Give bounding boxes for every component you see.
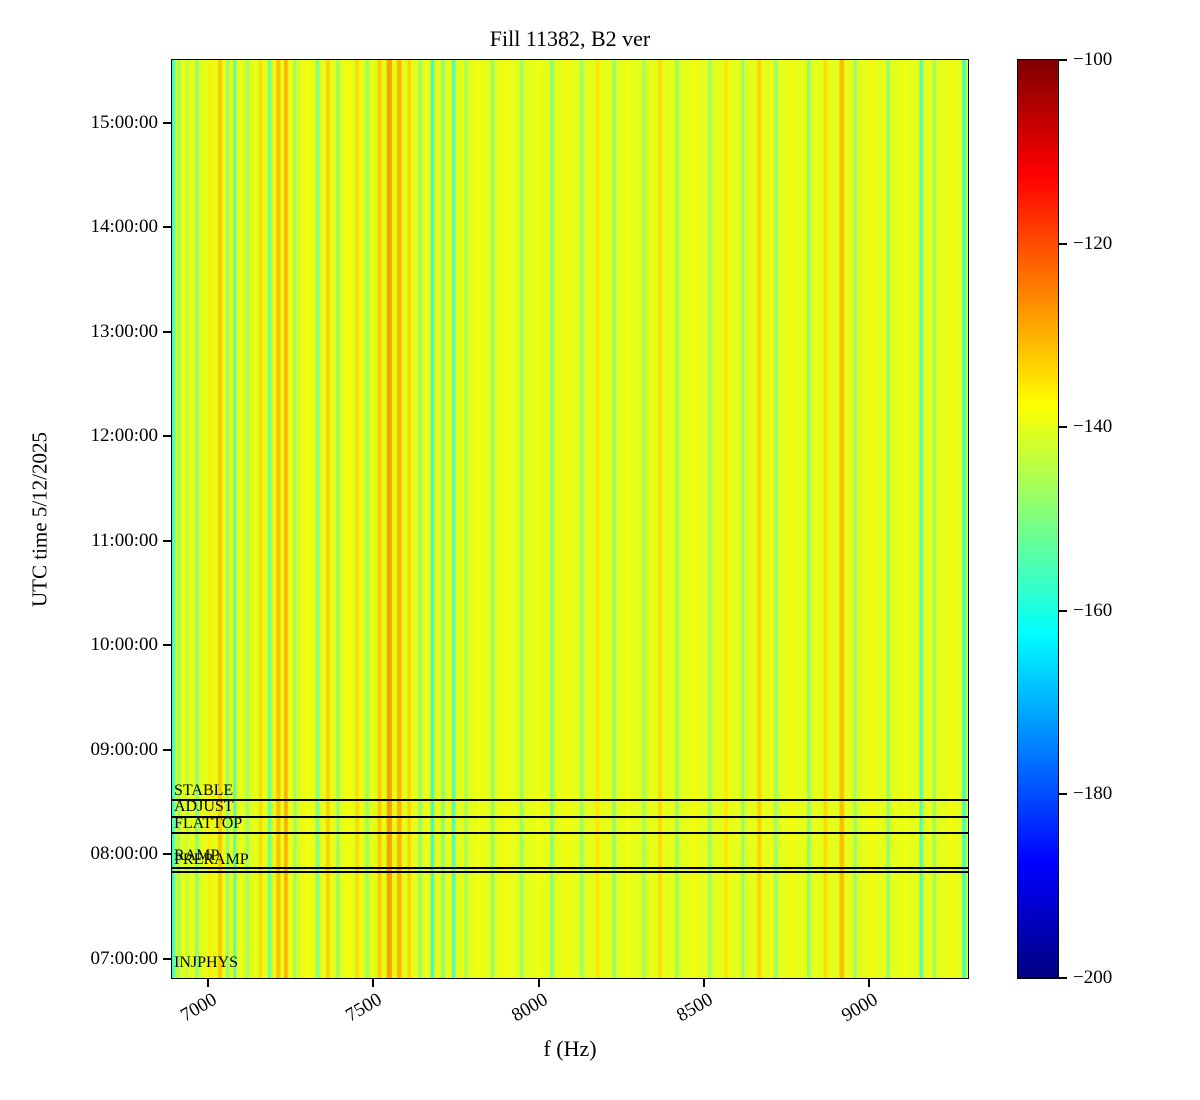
colorbar-tick-label: −180 [1073, 783, 1113, 805]
x-tick-mark [207, 979, 210, 987]
colorbar-tick-mark [1059, 793, 1067, 796]
colorbar-tick-mark [1059, 59, 1067, 61]
beam-mode-line [172, 832, 968, 835]
x-tick-mark [537, 979, 540, 987]
colorbar-tick-mark [1059, 426, 1067, 429]
beam-mode-line [172, 866, 968, 869]
colorbar-gradient [1018, 60, 1058, 978]
y-tick-label: 15:00:00 [90, 111, 158, 133]
y-tick-mark [163, 957, 171, 960]
beam-mode-label: STABLE [174, 781, 234, 799]
beam-mode-line [172, 815, 968, 818]
y-tick-label: 08:00:00 [90, 843, 158, 865]
x-axis-label: f (Hz) [543, 1036, 597, 1061]
y-tick-label: 14:00:00 [90, 216, 158, 238]
colorbar-tick-label: −100 [1073, 49, 1113, 70]
chart-title: Fill 11382, B2 ver [489, 26, 651, 51]
colorbar [1017, 59, 1059, 979]
colorbar-tick-label: −140 [1073, 416, 1113, 438]
beam-mode-annotations: STABLE ADJUST FLATTOP RAMP PRERAMP INJPHYS [172, 60, 968, 978]
y-tick-label: 07:00:00 [90, 947, 158, 969]
colorbar-tick-mark [1059, 242, 1067, 245]
y-tick-label: 13:00:00 [90, 320, 158, 342]
colorbar-tick-label: −200 [1073, 967, 1113, 988]
beam-mode-label: ADJUST [174, 798, 234, 816]
y-tick-mark [163, 644, 171, 647]
y-tick-label: 09:00:00 [90, 738, 158, 760]
x-tick-mark [702, 979, 705, 987]
y-tick-mark [163, 121, 171, 124]
y-axis-label: UTC time 5/12/2025 [27, 432, 52, 607]
colorbar-tick-mark [1059, 977, 1067, 979]
beam-mode-label: PRERAMP [174, 850, 249, 868]
y-tick-label: 12:00:00 [90, 425, 158, 447]
x-tick-mark [372, 979, 375, 987]
beam-mode-label: RAMP [174, 847, 220, 865]
y-tick-mark [163, 330, 171, 333]
y-tick-mark [163, 853, 171, 856]
beam-mode-line [172, 871, 968, 874]
y-tick-mark [163, 226, 171, 229]
y-tick-label: 11:00:00 [91, 529, 158, 551]
beam-mode-label: FLATTOP [174, 815, 243, 833]
y-tick-mark [163, 539, 171, 542]
colorbar-tick-label: −160 [1073, 599, 1113, 621]
beam-mode-line [172, 798, 968, 801]
spectrogram-heatmap [172, 60, 968, 978]
plot-area: STABLE ADJUST FLATTOP RAMP PRERAMP INJPHYS [171, 59, 969, 979]
y-tick-mark [163, 435, 171, 438]
y-tick-label: 10:00:00 [90, 634, 158, 656]
beam-mode-label: INJPHYS [174, 954, 239, 972]
colorbar-tick-mark [1059, 609, 1067, 612]
colorbar-tick-label: −120 [1073, 232, 1113, 254]
y-tick-mark [163, 748, 171, 751]
x-tick-mark [867, 979, 870, 987]
